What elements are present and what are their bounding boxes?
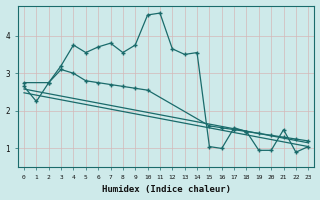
X-axis label: Humidex (Indice chaleur): Humidex (Indice chaleur) (102, 185, 231, 194)
